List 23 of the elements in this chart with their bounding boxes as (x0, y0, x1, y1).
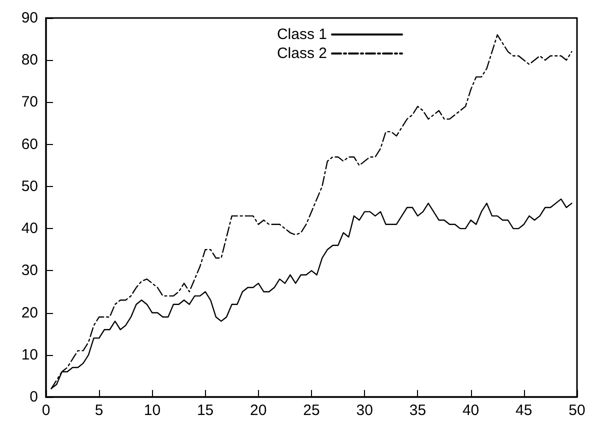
y-tick-label: 40 (21, 220, 38, 238)
x-tick-label: 40 (462, 402, 480, 419)
x-tick-label: 50 (568, 402, 586, 419)
x-tick-label: 25 (303, 402, 320, 419)
y-tick-label: 80 (21, 52, 38, 69)
y-tick-label: 60 (21, 136, 38, 153)
x-tick-label: 0 (42, 402, 50, 419)
y-tick-label: 70 (21, 94, 38, 111)
y-tick-label: 10 (21, 346, 38, 364)
x-tick-label: 5 (94, 402, 104, 419)
x-tick-label: 10 (144, 402, 161, 419)
y-tick-label: 0 (30, 388, 38, 406)
x-tick-label: 45 (516, 402, 532, 419)
y-tick-label: 90 (21, 10, 38, 26)
y-tick-label: 20 (21, 304, 38, 322)
y-tick-label: 30 (21, 262, 38, 280)
legend-label: Class 2 (276, 45, 327, 62)
y-tick-label: 50 (21, 178, 38, 195)
legend-label: Class 1 (276, 26, 327, 43)
x-tick-label: 15 (196, 402, 214, 419)
x-tick-label: 20 (250, 402, 267, 419)
x-tick-label: 30 (356, 402, 373, 419)
x-tick-label: 35 (409, 402, 426, 419)
